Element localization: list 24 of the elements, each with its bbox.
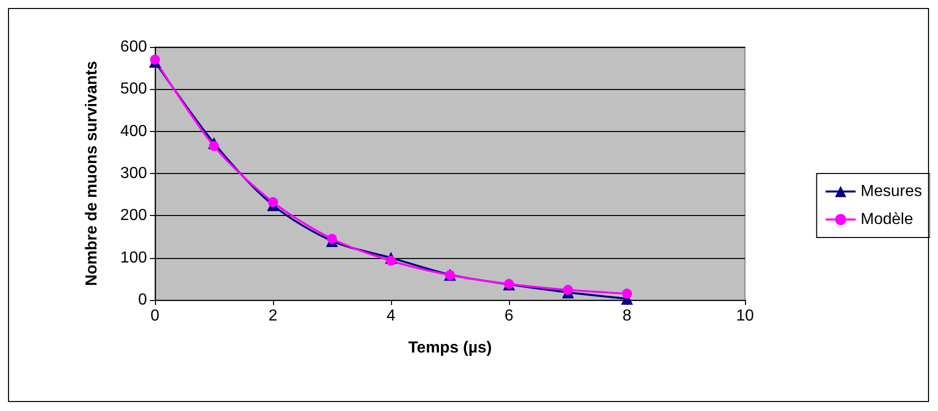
y-tick-label: 500	[120, 80, 148, 98]
legend-label: Modèle	[860, 211, 914, 228]
legend-label: Mesures	[860, 183, 922, 200]
y-tick-label: 100	[120, 249, 148, 266]
x-tick-label: 6	[504, 308, 514, 324]
point	[268, 197, 278, 208]
y-axis-title: Nombre de muons survivants	[84, 60, 100, 286]
y-tick-label: 300	[120, 165, 148, 182]
x-tick-label: 8	[622, 308, 632, 324]
point	[327, 234, 337, 244]
point	[209, 141, 219, 152]
point	[622, 288, 632, 299]
point	[386, 256, 396, 266]
y-tick-label: 0	[138, 292, 148, 308]
x-tick-label: 0	[150, 308, 160, 324]
x-tick-label: 4	[386, 308, 396, 324]
x-tick-label: 10	[736, 308, 754, 324]
y-tick-label: 200	[120, 207, 148, 224]
x-axis-title: Temps (µs)	[408, 340, 492, 356]
y-tick-label: 600	[120, 38, 148, 56]
point	[150, 54, 160, 65]
point	[563, 284, 573, 295]
y-tick-label: 400	[120, 122, 148, 140]
x-tick-label: 2	[268, 308, 278, 324]
